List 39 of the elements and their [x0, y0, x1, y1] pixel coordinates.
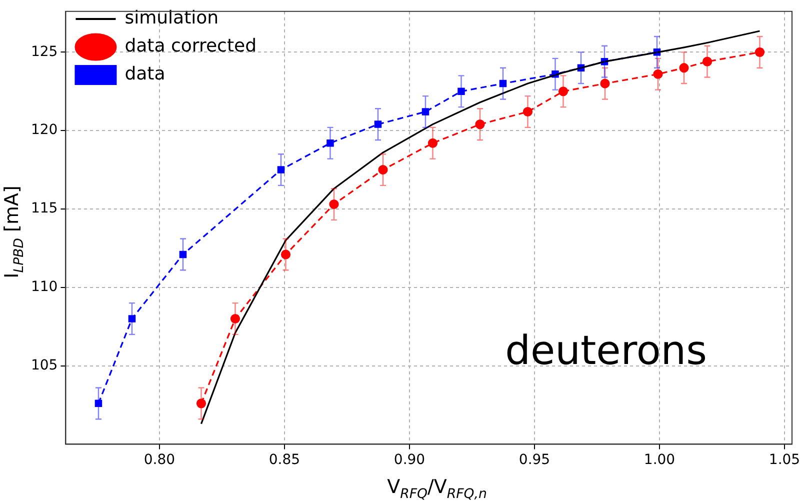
point	[702, 56, 712, 66]
point	[558, 86, 568, 96]
x-tick-label: 0.90	[394, 452, 426, 468]
point	[754, 47, 765, 57]
y-tick-label: 105	[30, 357, 58, 374]
x-tick-label: 1.00	[644, 452, 676, 468]
point	[326, 139, 334, 147]
point	[94, 400, 102, 408]
legend-label: simulation	[124, 8, 219, 29]
y-tick-label: 120	[30, 122, 58, 138]
annotation: deuterons	[505, 328, 707, 374]
point	[374, 120, 382, 128]
point	[128, 315, 136, 322]
point	[499, 80, 507, 88]
x-tick-label: 0.95	[518, 452, 550, 468]
x-tick-label: 1.05	[768, 452, 800, 468]
point	[475, 120, 485, 130]
point	[230, 314, 240, 324]
point	[600, 78, 610, 88]
y-tick-label: 110	[30, 279, 58, 296]
legend-label: data	[124, 64, 166, 85]
x-tick-label: 0.80	[144, 452, 176, 468]
point	[428, 138, 438, 148]
x-axis-title: V$_{RFQ}$/V$_{RFQ,n}$	[387, 476, 487, 502]
point	[458, 88, 465, 96]
legend-label: data corrected	[124, 36, 257, 57]
point	[280, 250, 291, 260]
point	[378, 164, 388, 175]
point	[522, 106, 533, 117]
x-tick-label: 0.85	[268, 452, 300, 468]
point	[653, 69, 663, 79]
point	[179, 250, 187, 258]
point	[329, 199, 339, 210]
point	[277, 166, 285, 174]
y-tick-label: 125	[30, 44, 58, 60]
y-tick-label: 115	[30, 200, 58, 217]
point	[679, 63, 689, 73]
point	[422, 108, 430, 116]
point	[196, 398, 206, 408]
